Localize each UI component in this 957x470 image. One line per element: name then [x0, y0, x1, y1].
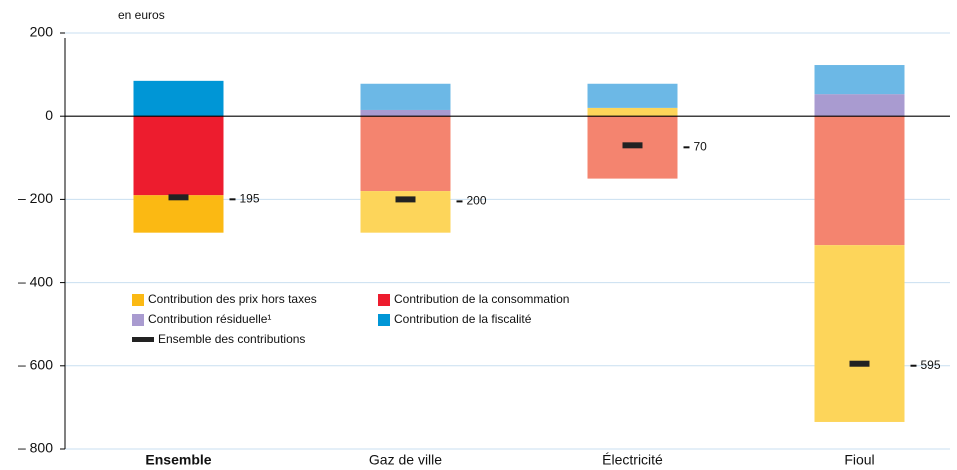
- y-tick-label: 200: [30, 24, 54, 40]
- bar-segment: [133, 195, 224, 233]
- bar-segment: [587, 107, 678, 117]
- total-label: 195: [240, 191, 260, 205]
- bar-segment: [360, 116, 451, 192]
- x-tick-label: Ensemble: [145, 452, 211, 468]
- x-tick-label: Fioul: [844, 452, 874, 468]
- total-marker: [168, 194, 189, 201]
- y-tick-label: – 600: [18, 357, 53, 373]
- legend-label: Contribution des prix hors taxes: [148, 292, 317, 306]
- legend-label: Contribution résiduelle¹: [148, 312, 271, 326]
- bar-segment: [814, 116, 905, 246]
- y-tick-label: – 800: [18, 440, 53, 456]
- bar-segment: [133, 116, 224, 196]
- y-tick-label: – 400: [18, 273, 53, 289]
- total-label: 595: [921, 358, 941, 372]
- legend-label: Contribution de la fiscalité: [394, 312, 532, 326]
- bar-segment: [133, 80, 224, 117]
- y-tick-label: – 200: [18, 190, 53, 206]
- total-marker: [395, 196, 416, 203]
- bar-segment: [360, 109, 451, 117]
- legend-swatch: [132, 314, 144, 326]
- legend-label: Ensemble des contributions: [158, 332, 305, 346]
- legend-swatch: [378, 314, 390, 326]
- y-tick-label: 0: [45, 107, 53, 123]
- bar-segment: [814, 94, 905, 117]
- x-tick-label: Gaz de ville: [369, 452, 442, 468]
- bar-segment: [814, 245, 905, 422]
- total-marker: [622, 142, 643, 149]
- total-marker: [849, 360, 870, 367]
- x-tick-label: Électricité: [602, 452, 663, 468]
- legend-swatch: [378, 294, 390, 306]
- bar-segment: [587, 83, 678, 108]
- bar-segment: [360, 83, 451, 110]
- legend-swatch: [132, 294, 144, 306]
- legend-swatch: [132, 337, 154, 342]
- y-axis-label: en euros: [118, 8, 165, 22]
- bar-segment: [814, 65, 905, 95]
- legend-label: Contribution de la consommation: [394, 292, 569, 306]
- total-label: 200: [467, 194, 487, 208]
- total-label: 70: [694, 139, 708, 153]
